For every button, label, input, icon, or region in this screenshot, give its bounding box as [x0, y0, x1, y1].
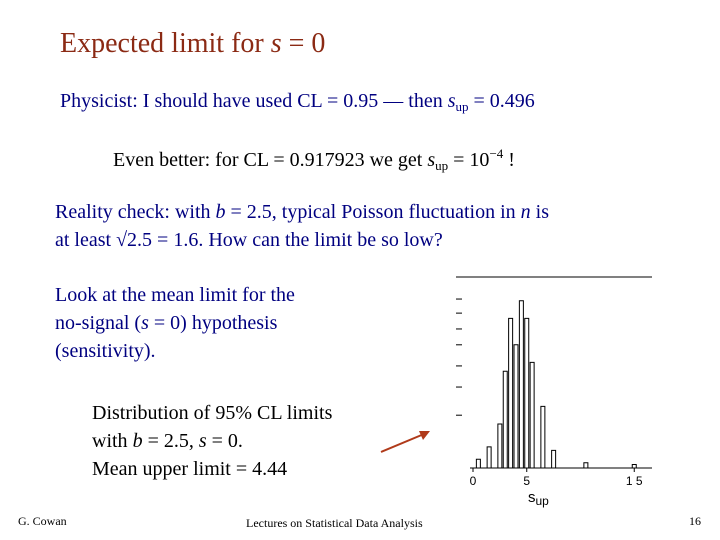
histogram-bar	[524, 317, 530, 468]
histogram-bar	[508, 317, 514, 468]
x-axis-label: sup	[528, 489, 549, 508]
slide-title: Expected limit for s = 0	[60, 28, 326, 59]
y-axis-ticks	[456, 298, 462, 416]
histogram-bar	[631, 463, 637, 468]
histogram-bar	[475, 458, 481, 468]
x-axis-ticks: 0 5 1 5	[470, 468, 643, 488]
dist-line-3: Mean upper limit = 4.44	[92, 458, 288, 480]
dist-line-1: Distribution of 95% CL limits	[92, 402, 333, 424]
reality-line-1: Reality check: with b = 2.5, typical Poi…	[55, 201, 550, 223]
footer-page-number: 16	[689, 514, 701, 528]
x-tick-label: 0	[470, 474, 477, 488]
x-tick-label: 5	[523, 474, 530, 488]
histogram-bar	[513, 344, 519, 468]
histogram-bars	[475, 300, 637, 468]
histogram-bar	[551, 449, 557, 468]
arrow-icon	[380, 431, 430, 453]
look-line-1: Look at the mean limit for the	[55, 284, 295, 306]
footer-lecture: Lectures on Statistical Data Analysis	[246, 516, 423, 530]
reality-line-2: at least √2.5 = 1.6. How can the limit b…	[55, 229, 443, 251]
footer-author: G. Cowan	[18, 514, 67, 528]
histogram-bar	[497, 423, 503, 468]
histogram-bar	[518, 300, 524, 468]
even-better-line: Even better: for CL = 0.917923 we get su…	[113, 146, 515, 173]
histogram-bar	[583, 462, 589, 468]
histogram-bar	[529, 361, 535, 468]
x-tick-label: 1 5	[626, 474, 643, 488]
look-line-2: no-signal (s = 0) hypothesis	[55, 312, 278, 334]
physicist-line: Physicist: I should have used CL = 0.95 …	[60, 90, 535, 114]
histogram-bar	[502, 370, 508, 468]
look-line-3: (sensitivity).	[55, 340, 156, 362]
limit-histogram: 0 5 1 5 sup	[456, 276, 652, 508]
dist-line-2: with b = 2.5, s = 0.	[92, 430, 243, 452]
histogram-bar	[486, 446, 492, 468]
histogram-bar	[540, 405, 546, 468]
